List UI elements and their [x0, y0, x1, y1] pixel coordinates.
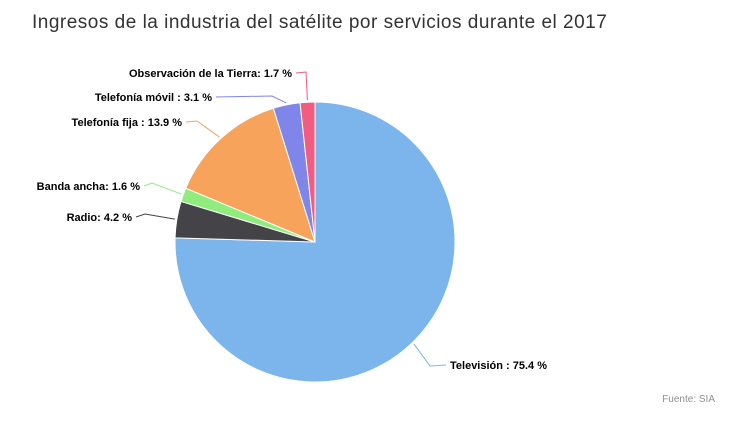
data-label: Telefonía móvil : 3.1 %	[95, 92, 212, 104]
chart-title: Ingresos de la industria del satélite po…	[32, 12, 608, 33]
connector-line	[413, 343, 447, 367]
chart-source: Fuente: SIA	[662, 394, 715, 405]
data-label: Observación de la Tierra: 1.7 %	[129, 68, 292, 80]
connector-line	[135, 213, 175, 220]
pie-slice-telefon-a-fija[interactable]	[185, 107, 316, 243]
data-label: Telefonía fija : 13.9 %	[72, 117, 183, 129]
data-label: Televisión : 75.4 %	[450, 360, 547, 372]
connector-line	[143, 182, 182, 195]
connector-line	[295, 71, 308, 101]
pie-slice-observaci-n-de-la-tierra[interactable]	[299, 101, 316, 243]
connector-line	[185, 120, 220, 138]
data-label: Banda ancha: 1.6 %	[37, 181, 141, 193]
data-label: Radio: 4.2 %	[67, 212, 133, 224]
connector-line	[215, 95, 287, 104]
